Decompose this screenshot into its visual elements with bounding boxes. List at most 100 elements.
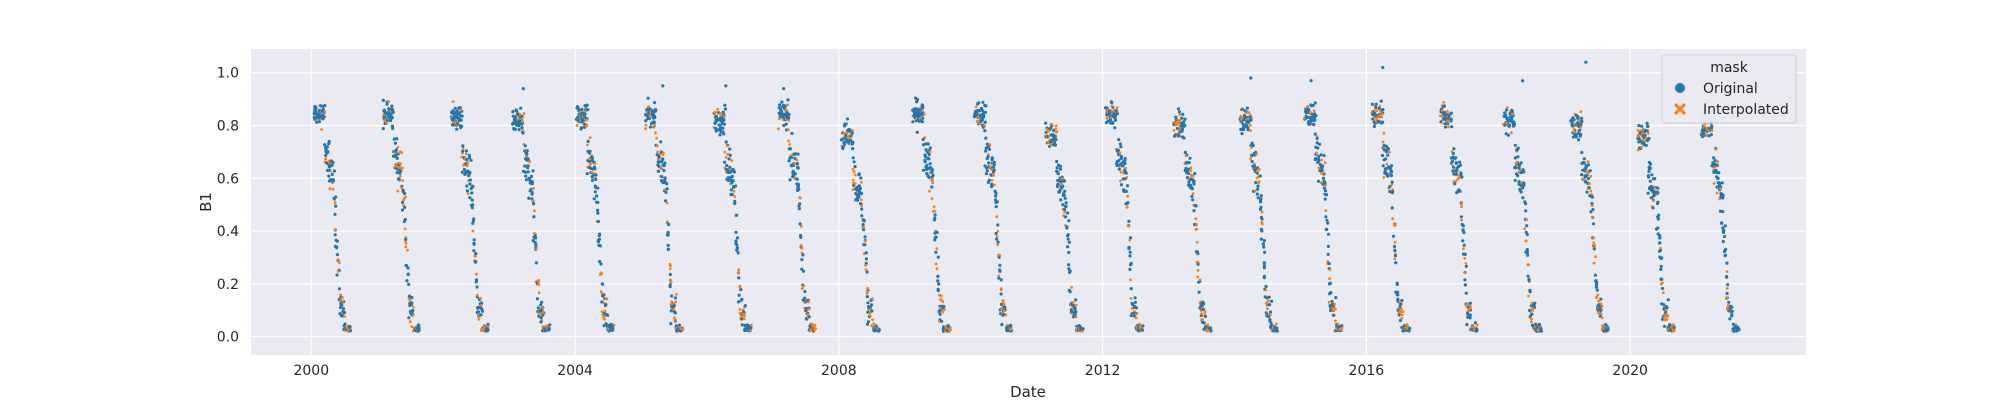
interpolated-point [400, 186, 404, 190]
interpolated-point [399, 166, 402, 170]
interpolated-point [737, 268, 741, 272]
interpolated-point [1247, 111, 1251, 115]
original-point [1057, 190, 1061, 194]
original-point [865, 270, 869, 274]
original-point [1129, 287, 1133, 291]
original-point [1250, 141, 1254, 145]
interpolated-point [1253, 162, 1256, 166]
interpolated-point [1665, 318, 1669, 321]
interpolated-point [341, 296, 344, 299]
original-point [1730, 313, 1734, 317]
original-point [799, 235, 803, 239]
original-point [718, 123, 722, 127]
original-point [1656, 200, 1660, 204]
interpolated-point [1055, 130, 1059, 134]
original-point [1003, 305, 1007, 310]
original-point [795, 177, 799, 181]
original-point [1260, 229, 1264, 233]
interpolated-point [328, 187, 332, 191]
interpolated-point [777, 127, 780, 131]
interpolated-point [1002, 309, 1006, 313]
original-point [1317, 154, 1321, 158]
original-point [540, 300, 544, 304]
original-point [464, 149, 468, 153]
original-point [672, 304, 676, 308]
original-point [1000, 322, 1004, 327]
original-point [1637, 140, 1641, 144]
interpolated-point [928, 189, 931, 193]
original-point [1723, 253, 1727, 257]
interpolated-point [990, 178, 994, 182]
x-tick-label: 2004 [557, 363, 593, 379]
interpolated-point [1716, 160, 1719, 164]
interpolated-point [1257, 180, 1261, 183]
original-point [1519, 161, 1523, 165]
original-point [1728, 317, 1732, 321]
interpolated-point [1191, 175, 1195, 178]
interpolated-point [673, 318, 677, 322]
interpolated-point [1248, 123, 1252, 127]
original-point [1181, 112, 1185, 116]
original-point [933, 216, 937, 220]
original-point [1398, 302, 1403, 306]
interpolated-point [1447, 125, 1450, 129]
original-point [1521, 79, 1525, 83]
original-point [1508, 112, 1512, 116]
original-point [409, 302, 414, 307]
interpolated-point [665, 201, 669, 205]
original-point [394, 148, 398, 152]
original-point [1521, 182, 1526, 186]
interpolated-point [521, 129, 525, 133]
original-point [1115, 163, 1119, 168]
interpolated-point [732, 190, 736, 193]
original-point [1185, 161, 1189, 165]
original-point [1524, 209, 1528, 213]
interpolated-point [1119, 179, 1122, 183]
original-point [844, 133, 848, 137]
original-point [1506, 133, 1510, 137]
original-point [1061, 203, 1065, 207]
original-point [991, 165, 996, 169]
interpolated-point [1641, 127, 1645, 131]
original-point [1073, 307, 1077, 311]
interpolated-point [851, 188, 855, 192]
original-point [651, 112, 656, 116]
original-point [513, 127, 518, 131]
interpolated-point [1264, 288, 1268, 292]
original-point [1122, 189, 1126, 193]
original-point [1128, 263, 1133, 267]
original-point [928, 146, 932, 150]
original-point [992, 160, 996, 164]
original-point [1727, 300, 1731, 304]
original-point [930, 169, 934, 173]
interpolated-point [937, 319, 941, 323]
interpolated-point [1261, 222, 1264, 226]
original-point [1268, 318, 1272, 322]
interpolated-point [785, 109, 789, 112]
interpolated-point [670, 300, 674, 304]
original-point [1074, 298, 1078, 302]
interpolated-point [851, 178, 855, 182]
interpolated-point [990, 168, 994, 172]
original-point [1049, 126, 1053, 130]
original-point [861, 218, 865, 222]
original-point [1715, 163, 1719, 167]
original-point [990, 182, 994, 186]
original-point [1599, 297, 1603, 301]
original-point [467, 174, 471, 178]
interpolated-point [800, 287, 804, 290]
interpolated-point [997, 274, 1001, 278]
interpolated-point [466, 161, 470, 165]
original-point [1113, 126, 1117, 130]
y-tick-label: 0.8 [217, 119, 239, 135]
original-point [1264, 284, 1268, 289]
interpolated-point [585, 118, 588, 122]
original-point [1069, 309, 1074, 313]
original-point [996, 223, 1000, 227]
interpolated-point [787, 128, 790, 132]
interpolated-point [1586, 160, 1590, 164]
original-point [1370, 102, 1374, 106]
original-point [407, 282, 411, 286]
original-point [1180, 116, 1184, 120]
original-point [1588, 169, 1592, 173]
